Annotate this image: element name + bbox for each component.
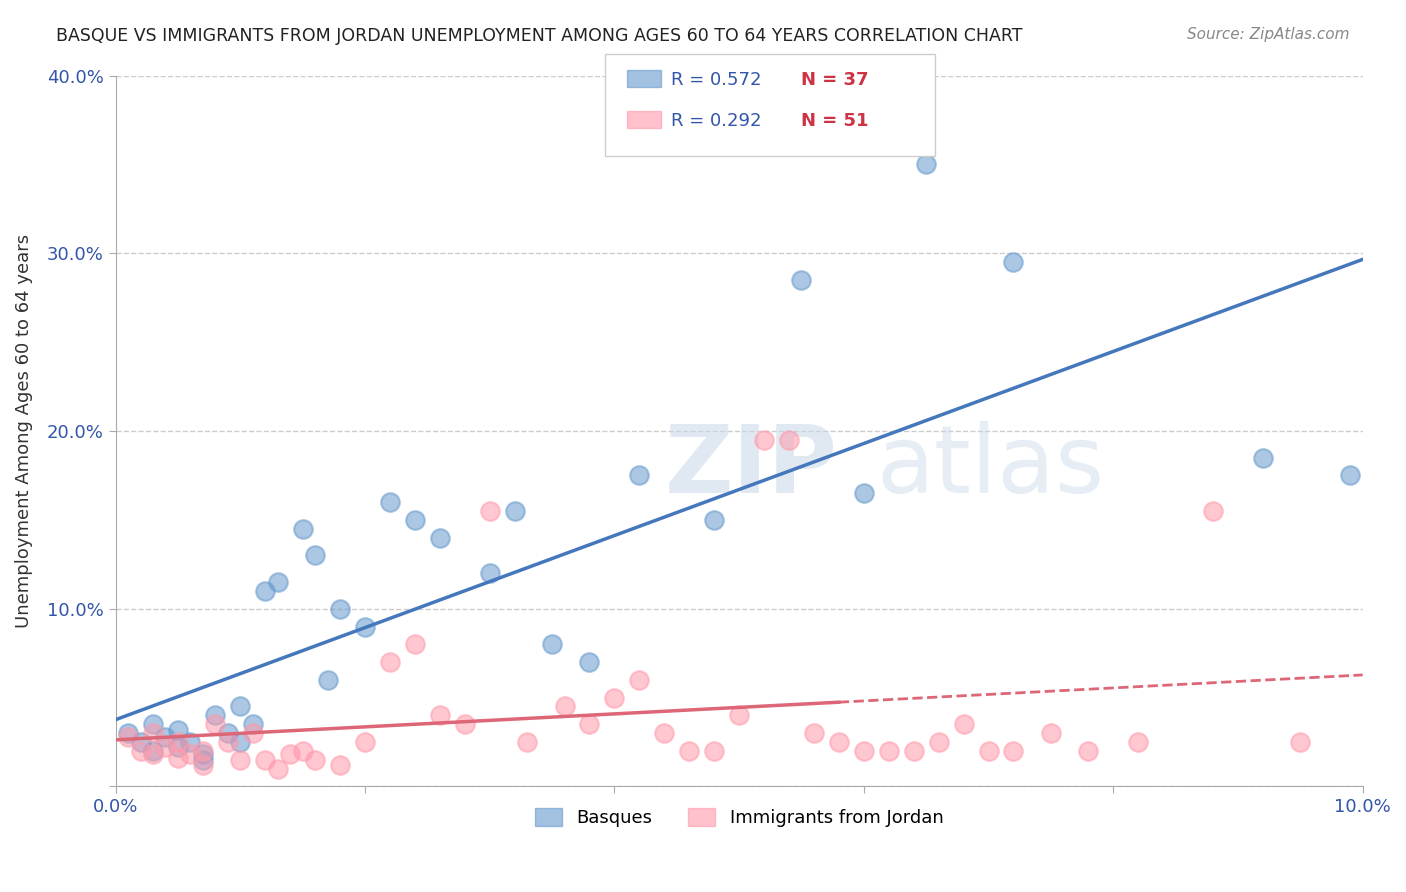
Point xyxy=(167,740,190,755)
Point xyxy=(304,549,326,563)
Point xyxy=(516,735,538,749)
Point xyxy=(578,655,600,669)
Point xyxy=(329,601,352,615)
Point xyxy=(267,762,290,776)
Point xyxy=(803,726,825,740)
Point xyxy=(1202,504,1225,518)
Point xyxy=(316,673,339,687)
Point xyxy=(852,486,875,500)
Point xyxy=(229,735,252,749)
Point xyxy=(142,747,165,762)
Point xyxy=(828,735,851,749)
Point xyxy=(291,522,314,536)
Point xyxy=(404,513,426,527)
Point xyxy=(1126,735,1149,749)
Point xyxy=(229,699,252,714)
Point xyxy=(1002,744,1025,758)
Point xyxy=(191,758,214,772)
Point xyxy=(378,495,401,509)
Text: atlas: atlas xyxy=(876,420,1105,513)
Point xyxy=(167,723,190,737)
Point xyxy=(155,740,177,755)
Point xyxy=(603,690,626,705)
Point xyxy=(304,753,326,767)
Point xyxy=(703,513,725,527)
Point xyxy=(852,744,875,758)
Point xyxy=(628,468,651,483)
Point xyxy=(117,726,139,740)
Text: BASQUE VS IMMIGRANTS FROM JORDAN UNEMPLOYMENT AMONG AGES 60 TO 64 YEARS CORRELAT: BASQUE VS IMMIGRANTS FROM JORDAN UNEMPLO… xyxy=(56,27,1022,45)
Point xyxy=(167,751,190,765)
Point xyxy=(877,744,900,758)
Point xyxy=(291,744,314,758)
Text: R = 0.292: R = 0.292 xyxy=(671,112,761,129)
Point xyxy=(179,747,201,762)
Point xyxy=(1339,468,1361,483)
Point xyxy=(142,744,165,758)
Text: N = 37: N = 37 xyxy=(801,71,869,89)
Point xyxy=(229,753,252,767)
Text: N = 51: N = 51 xyxy=(801,112,869,129)
Point xyxy=(554,699,576,714)
Point xyxy=(404,637,426,651)
Point xyxy=(129,744,152,758)
Point xyxy=(167,735,190,749)
Point xyxy=(1039,726,1062,740)
Text: R = 0.572: R = 0.572 xyxy=(671,71,761,89)
Point xyxy=(129,735,152,749)
Point xyxy=(142,717,165,731)
Point xyxy=(242,726,264,740)
Point xyxy=(429,708,451,723)
Point xyxy=(903,744,925,758)
Point xyxy=(155,730,177,744)
Point xyxy=(142,726,165,740)
Point xyxy=(703,744,725,758)
Point xyxy=(354,619,377,633)
Point xyxy=(204,708,226,723)
Point xyxy=(242,717,264,731)
Legend: Basques, Immigrants from Jordan: Basques, Immigrants from Jordan xyxy=(527,800,950,834)
Point xyxy=(915,157,938,171)
Point xyxy=(191,744,214,758)
Point xyxy=(254,753,277,767)
Text: Source: ZipAtlas.com: Source: ZipAtlas.com xyxy=(1187,27,1350,42)
Point xyxy=(354,735,377,749)
Point xyxy=(217,735,239,749)
Point xyxy=(254,584,277,599)
Point xyxy=(1251,450,1274,465)
Point xyxy=(1289,735,1312,749)
Text: ZIP: ZIP xyxy=(664,420,837,513)
Point xyxy=(329,758,352,772)
Point xyxy=(217,726,239,740)
Point xyxy=(478,504,501,518)
Point xyxy=(928,735,950,749)
Point xyxy=(952,717,974,731)
Point xyxy=(778,433,800,447)
Point xyxy=(191,747,214,762)
Point xyxy=(429,531,451,545)
Point xyxy=(628,673,651,687)
Point xyxy=(752,433,775,447)
Point xyxy=(478,566,501,581)
Point xyxy=(977,744,1000,758)
Point xyxy=(1077,744,1099,758)
Point xyxy=(541,637,564,651)
Point xyxy=(652,726,675,740)
Point xyxy=(378,655,401,669)
Point xyxy=(117,730,139,744)
Point xyxy=(503,504,526,518)
Point xyxy=(179,735,201,749)
Point xyxy=(191,753,214,767)
Point xyxy=(1002,255,1025,269)
Point xyxy=(267,575,290,590)
Point xyxy=(790,273,813,287)
Point xyxy=(278,747,301,762)
Point xyxy=(728,708,751,723)
Point xyxy=(454,717,477,731)
Y-axis label: Unemployment Among Ages 60 to 64 years: Unemployment Among Ages 60 to 64 years xyxy=(15,234,32,628)
Point xyxy=(578,717,600,731)
Point xyxy=(204,717,226,731)
Point xyxy=(678,744,700,758)
